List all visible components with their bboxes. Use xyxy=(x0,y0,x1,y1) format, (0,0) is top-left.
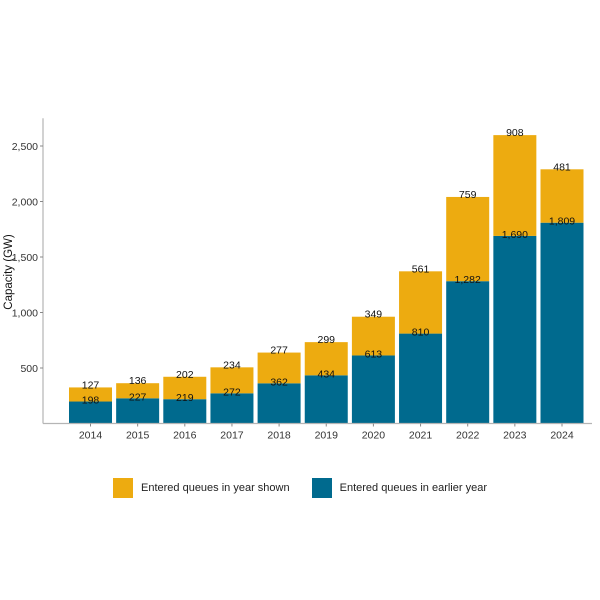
data-label-year-shown: 481 xyxy=(553,161,571,173)
data-labels-group: 198 127 227 136 219 202 272 234 362 277 434 299 613 3… xyxy=(82,127,576,406)
data-label-year-shown: 759 xyxy=(459,189,477,201)
bar-segment-year-shown xyxy=(69,387,112,402)
bar-segment-earlier-year xyxy=(351,355,395,424)
y-axis-title: Capacity (GW) xyxy=(3,234,15,310)
data-label-year-shown: 561 xyxy=(412,263,430,275)
bar-segment-year-shown xyxy=(399,271,443,334)
bar-segment-earlier-year xyxy=(493,235,537,424)
legend-item-earlier-year: Entered queues in earlier year xyxy=(311,478,487,498)
legend-swatch-earlier-year xyxy=(311,478,332,498)
x-tick-label: 2017 xyxy=(220,430,244,442)
data-label-earlier-year: 434 xyxy=(317,368,335,380)
bar-segment-year-shown xyxy=(116,383,160,399)
x-tick-label: 2015 xyxy=(126,430,150,442)
bar-segment-earlier-year xyxy=(69,401,112,424)
legend-label-year-shown: Entered queues in year shown xyxy=(141,482,290,494)
data-label-year-shown: 127 xyxy=(82,379,100,391)
bar-segment-earlier-year xyxy=(540,222,584,424)
bar-segment-earlier-year xyxy=(163,399,207,424)
x-tick-label: 2024 xyxy=(550,430,574,442)
data-label-earlier-year: 362 xyxy=(270,376,288,388)
bar-segment-earlier-year xyxy=(257,383,301,424)
data-label-year-shown: 277 xyxy=(270,345,288,357)
bar-segment-year-shown xyxy=(257,352,301,384)
data-label-earlier-year: 1,690 xyxy=(502,229,528,241)
data-label-earlier-year: 613 xyxy=(365,348,383,360)
data-label-earlier-year: 219 xyxy=(176,392,194,404)
data-label-year-shown: 136 xyxy=(129,375,147,387)
bar-segment-year-shown xyxy=(304,342,348,376)
legend-item-year-shown: Entered queues in year shown xyxy=(113,478,290,498)
bar-segment-year-shown xyxy=(210,367,254,394)
x-tick-label: 2016 xyxy=(173,430,197,442)
data-label-year-shown: 202 xyxy=(176,369,194,381)
legend-label-earlier-year: Entered queues in earlier year xyxy=(339,482,487,494)
y-tick-label: 1,000 xyxy=(12,307,38,319)
bar-segment-earlier-year xyxy=(116,398,160,424)
y-tick-label: 500 xyxy=(20,363,38,375)
bar-segment-earlier-year xyxy=(210,393,254,424)
data-label-earlier-year: 227 xyxy=(129,391,147,403)
y-tick-label: 1,500 xyxy=(12,252,38,264)
data-label-earlier-year: 1,809 xyxy=(549,216,575,228)
x-tick-label: 2020 xyxy=(362,430,386,442)
x-tick-label: 2022 xyxy=(456,430,480,442)
legend-swatch-year-shown xyxy=(113,478,133,498)
bar-segment-year-shown xyxy=(493,135,537,236)
bar-segment-year-shown xyxy=(446,196,490,282)
x-tick-label: 2021 xyxy=(409,430,433,442)
data-label-year-shown: 908 xyxy=(506,127,524,139)
bar-segment-earlier-year xyxy=(446,281,490,424)
bar-segment-earlier-year xyxy=(399,333,443,424)
chart-legend: Entered queues in year shown Entered que… xyxy=(0,478,600,498)
data-label-year-shown: 234 xyxy=(223,359,241,371)
bar-segment-earlier-year xyxy=(304,375,348,424)
data-label-earlier-year: 272 xyxy=(223,386,241,398)
y-tick-label: 2,000 xyxy=(12,196,38,208)
x-tick-label: 2023 xyxy=(503,430,527,442)
data-label-earlier-year: 810 xyxy=(412,327,430,339)
data-label-year-shown: 299 xyxy=(317,334,335,346)
bars-group xyxy=(69,135,584,424)
data-label-earlier-year: 198 xyxy=(82,395,100,407)
x-axis-ticks: 2014 2015 2016 2017 2018 2019 2020 2021 2022 2023… xyxy=(79,423,574,442)
x-tick-label: 2018 xyxy=(267,430,291,442)
y-axis-ticks: 500 1,000 1,500 2,000 2,500 xyxy=(12,141,43,375)
x-tick-label: 2019 xyxy=(315,430,339,442)
data-label-earlier-year: 1,282 xyxy=(455,274,481,286)
bar-segment-year-shown xyxy=(163,376,207,400)
y-tick-label: 2,500 xyxy=(12,141,38,153)
x-tick-label: 2014 xyxy=(79,430,103,442)
data-label-year-shown: 349 xyxy=(365,309,383,321)
bar-segment-year-shown xyxy=(540,169,584,223)
bar-segment-year-shown xyxy=(351,316,395,356)
